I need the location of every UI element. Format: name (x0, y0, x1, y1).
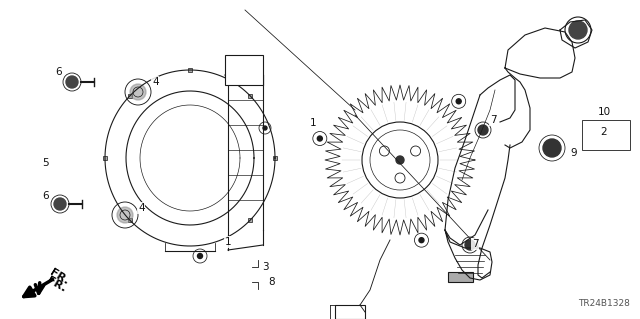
Bar (128, 218, 132, 222)
Circle shape (478, 125, 488, 135)
Text: FR.: FR. (48, 268, 70, 287)
Bar (188, 68, 192, 72)
Circle shape (419, 238, 424, 243)
Bar (335, 305, 365, 319)
Text: 2: 2 (600, 127, 607, 137)
Bar (582, 120, 630, 150)
Text: 9: 9 (570, 148, 577, 158)
Circle shape (54, 198, 66, 210)
Text: 1: 1 (310, 118, 317, 128)
Bar (248, 218, 252, 222)
Circle shape (130, 84, 146, 100)
Bar (448, 272, 473, 282)
Text: 4: 4 (138, 203, 145, 213)
Text: 5: 5 (42, 158, 49, 168)
Circle shape (456, 99, 461, 104)
Text: TR24B1328: TR24B1328 (578, 299, 630, 308)
Circle shape (569, 21, 587, 39)
Circle shape (263, 126, 267, 130)
Text: 6: 6 (42, 191, 49, 201)
Text: 1: 1 (225, 237, 232, 247)
Circle shape (117, 207, 133, 223)
Bar (128, 94, 132, 98)
Circle shape (317, 136, 323, 141)
Circle shape (66, 76, 78, 88)
Circle shape (543, 139, 561, 157)
Text: 7: 7 (472, 239, 479, 249)
Circle shape (465, 240, 475, 250)
Bar (225, 55, 263, 85)
Text: 4: 4 (152, 77, 159, 87)
Bar (273, 156, 277, 160)
Bar (103, 156, 107, 160)
Text: 6: 6 (55, 67, 61, 77)
Bar (248, 94, 252, 98)
Circle shape (198, 254, 202, 258)
Text: 3: 3 (262, 262, 269, 272)
Text: FR.: FR. (45, 276, 68, 294)
Text: 8: 8 (268, 277, 275, 287)
Text: 10: 10 (598, 107, 611, 117)
Text: 7: 7 (490, 115, 497, 125)
Circle shape (396, 156, 404, 164)
